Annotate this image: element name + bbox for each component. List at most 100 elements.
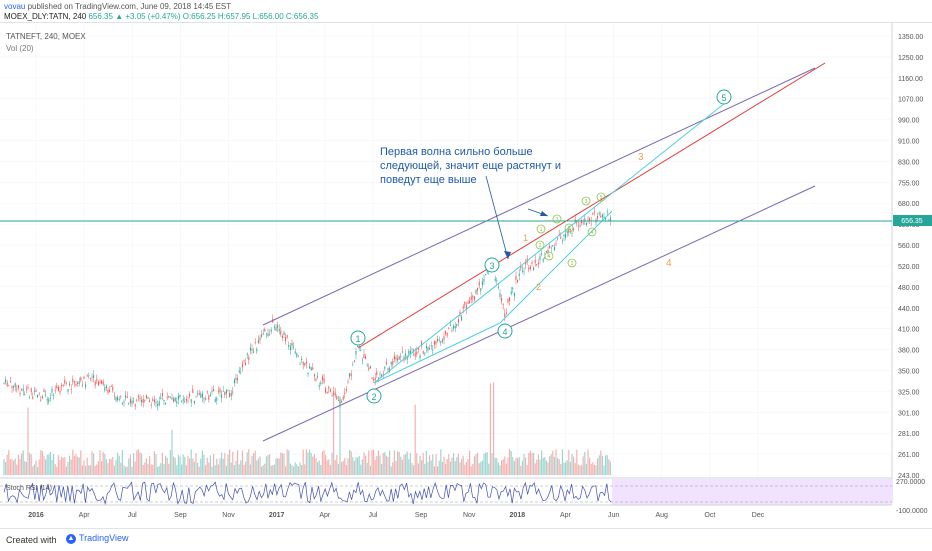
volume-bar	[46, 454, 48, 475]
candle-body	[341, 401, 343, 403]
time-axis[interactable]: 2016 Apr Jul Sep Nov 2017 Apr Jul Sep Nov 2018 Apr J…	[28, 512, 765, 519]
volume-bar	[401, 459, 403, 475]
price-chart[interactable]: TATNEFT, 240, MOEX Vol (20) 1350.001250.…	[0, 23, 932, 528]
candle-body	[97, 381, 99, 386]
volume-bar	[262, 465, 264, 475]
cyan-line-lower[interactable]	[499, 210, 613, 324]
candle-body	[269, 334, 271, 335]
candle-body	[432, 349, 434, 351]
volume-bar	[149, 456, 151, 475]
volume-bar	[347, 458, 349, 475]
volume-bar	[357, 457, 359, 475]
volume-bar	[248, 449, 250, 475]
tradingview-logo[interactable]: ▲ TradingView	[66, 533, 129, 544]
svg-text:3: 3	[556, 217, 559, 223]
volume-bar	[336, 454, 338, 475]
price-tick-label: 560.00	[898, 243, 920, 250]
candle-body	[101, 380, 103, 384]
candle-body	[573, 228, 575, 231]
candle-body	[64, 379, 66, 384]
candle-body	[57, 387, 59, 391]
volume-bar	[430, 460, 432, 475]
candle-body	[93, 375, 95, 379]
minor-green-waves[interactable]: 1 2 3 4 5 3 2 4 5	[535, 192, 606, 268]
orange-wave-3[interactable]: 3	[638, 152, 644, 163]
channel-lower-line[interactable]	[262, 185, 816, 442]
volume-bar	[585, 463, 587, 475]
candle-body	[70, 389, 72, 390]
volume-bar	[461, 458, 463, 475]
wave-marker-2[interactable]: 2	[366, 388, 382, 404]
candle-body	[181, 401, 183, 403]
volume-bar	[251, 455, 253, 475]
candle-body	[246, 353, 248, 356]
volume-bar	[141, 453, 143, 475]
volume-bar	[414, 404, 416, 475]
volume-bar	[129, 454, 131, 475]
candle-body	[478, 281, 480, 286]
volume-bar	[91, 451, 93, 475]
candle-body	[254, 342, 256, 344]
candle-body	[133, 400, 135, 402]
wave-marker-3[interactable]: 3	[484, 257, 500, 273]
volume-bar	[358, 456, 360, 475]
candle-body	[553, 247, 555, 250]
volume-bar	[382, 453, 384, 475]
volume-bar	[345, 464, 347, 475]
volume-bar	[598, 455, 600, 475]
volume-bar	[237, 450, 239, 475]
volume-bar	[225, 465, 227, 475]
volume-bar	[377, 450, 379, 475]
symbol-name[interactable]: MOEX_DLY:TATN, 240	[4, 12, 87, 21]
cyan-line-base[interactable]	[373, 322, 501, 384]
candle-body	[528, 267, 530, 270]
candle-body	[24, 394, 26, 396]
price-axis[interactable]: 1350.00 1250.00 1160.00 1070.00 990.00 910.00…	[898, 34, 923, 480]
candle-body	[265, 333, 267, 335]
candle-body	[121, 403, 123, 405]
cyan-line-upper[interactable]	[373, 102, 726, 384]
candle-body	[416, 351, 418, 355]
candle-body	[21, 389, 23, 391]
author-link[interactable]: vovau	[4, 2, 26, 11]
volume-bar	[606, 455, 608, 475]
volume-bar	[470, 466, 472, 475]
volume-bar	[257, 458, 259, 475]
candle-body	[317, 375, 319, 378]
candle-body	[118, 399, 120, 401]
orange-wave-1[interactable]: 1	[523, 233, 528, 243]
candle-body	[555, 243, 557, 244]
red-trend-line[interactable]	[357, 62, 826, 349]
volume-bar	[69, 455, 71, 475]
wave-marker-5[interactable]: 5	[716, 89, 732, 105]
wave-marker-1[interactable]: 1	[350, 330, 366, 346]
volume-bar	[481, 460, 483, 475]
price-tick-label: 1160.00	[898, 76, 923, 83]
price-tick-label: 1350.00	[898, 34, 923, 41]
orange-wave-2[interactable]: 2	[536, 282, 541, 292]
annotation-text[interactable]: Первая волна сильно больше следующей, зн…	[380, 146, 561, 186]
wave-marker-4[interactable]: 4	[497, 323, 513, 339]
annotation-arrowhead-2	[540, 211, 548, 216]
volume-bar	[333, 386, 335, 475]
volume-bar	[592, 462, 594, 475]
candle-body	[339, 400, 341, 404]
volume-bar	[509, 449, 511, 475]
oscillator-line	[3, 481, 612, 506]
candle-body	[525, 262, 527, 265]
volume-bar	[555, 449, 557, 475]
volume-bar	[21, 453, 23, 475]
svg-text:5: 5	[600, 195, 603, 201]
volume-bar	[446, 458, 448, 475]
time-tick-label: Nov	[222, 512, 235, 519]
price-tick-label: 261.00	[898, 452, 920, 459]
candle-body	[19, 392, 21, 395]
orange-wave-4[interactable]: 4	[666, 258, 672, 269]
volume-bar	[104, 453, 106, 475]
channel-upper-line[interactable]	[262, 67, 816, 326]
volume-bar	[313, 454, 315, 475]
volume-bar	[229, 449, 231, 475]
candle-body	[203, 397, 205, 400]
candle-body	[510, 291, 512, 295]
candle-body	[449, 325, 451, 327]
